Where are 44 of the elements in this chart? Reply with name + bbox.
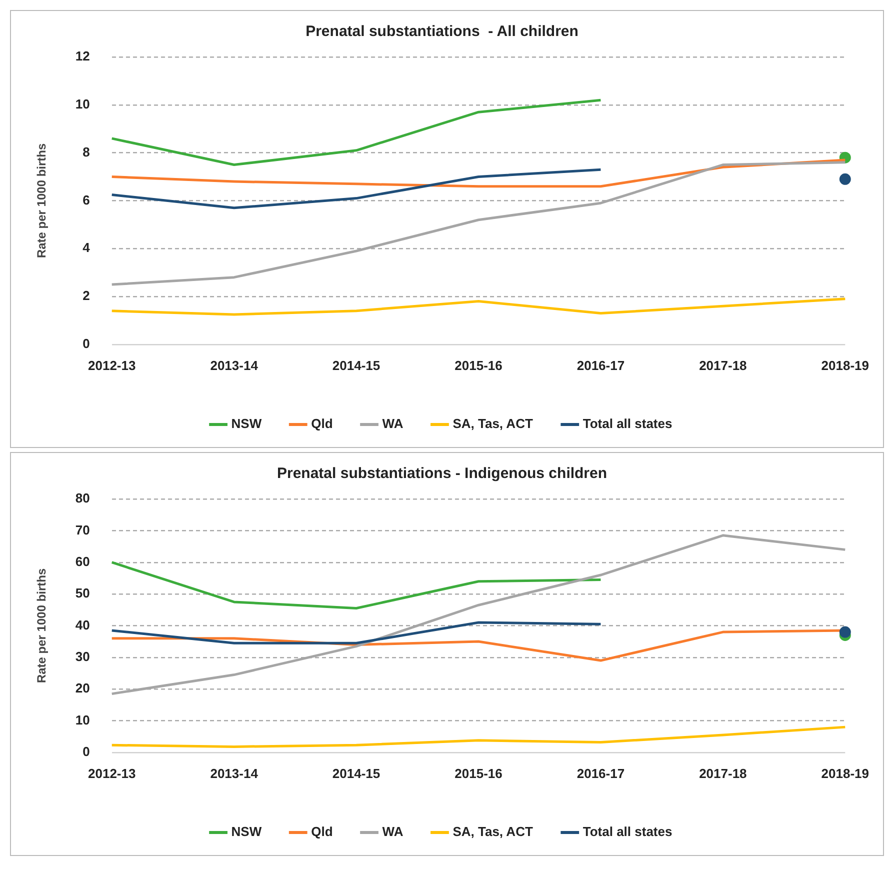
y-tick-label: 2 xyxy=(82,288,90,304)
legend-label: Qld xyxy=(311,416,333,432)
chart-title: Prenatal substantiations - All children xyxy=(306,23,578,40)
legend-label: NSW xyxy=(231,824,262,840)
y-tick-label: 30 xyxy=(75,648,90,664)
x-tick-label: 2018-19 xyxy=(821,766,870,781)
y-tick-label: 0 xyxy=(82,744,90,759)
x-tick-label: 2013-14 xyxy=(210,766,259,781)
y-tick-label: 20 xyxy=(75,680,90,696)
x-tick-label: 2015-16 xyxy=(454,358,502,373)
x-tick-label: 2015-16 xyxy=(454,766,502,781)
y-axis-title: Rate per 1000 births xyxy=(34,568,49,684)
y-tick-label: 12 xyxy=(75,48,90,64)
legend-label: NSW xyxy=(231,416,262,432)
y-tick-label: 60 xyxy=(75,554,90,569)
x-tick-label: 2014-15 xyxy=(332,766,380,781)
legend-label: WA xyxy=(382,416,404,432)
x-tick-label: 2017-18 xyxy=(699,766,747,781)
y-tick-label: 70 xyxy=(75,522,90,538)
y-tick-label: 10 xyxy=(75,96,90,112)
x-tick-label: 2016-17 xyxy=(576,358,625,373)
y-tick-label: 6 xyxy=(82,192,90,208)
x-tick-label: 2018-19 xyxy=(821,358,870,373)
y-tick-label: 50 xyxy=(75,586,90,601)
y-axis-title: Rate per 1000 births xyxy=(34,143,49,258)
x-tick-label: 2013-14 xyxy=(210,358,259,373)
y-tick-label: 4 xyxy=(82,240,91,256)
x-tick-label: 2014-15 xyxy=(332,358,380,373)
x-tick-label: 2012-13 xyxy=(88,766,136,781)
y-tick-label: 0 xyxy=(82,336,90,351)
y-tick-label: 10 xyxy=(75,712,90,728)
y-tick-label: 8 xyxy=(82,144,90,160)
y-tick-label: 80 xyxy=(75,490,90,506)
legend-label: WA xyxy=(382,824,404,840)
legend-label: SA, Tas, ACT xyxy=(452,824,533,840)
legend-label: Qld xyxy=(311,824,333,840)
y-tick-label: 40 xyxy=(75,617,90,632)
x-tick-label: 2016-17 xyxy=(576,766,625,781)
legend-label: SA, Tas, ACT xyxy=(452,416,533,432)
chart-title: Prenatal substantiations - Indigenous children xyxy=(276,465,608,482)
x-tick-label: 2012-13 xyxy=(88,358,136,373)
legend-label: Total all states xyxy=(582,416,672,432)
x-tick-label: 2017-18 xyxy=(699,358,747,373)
legend-label: Total all states xyxy=(582,824,672,840)
